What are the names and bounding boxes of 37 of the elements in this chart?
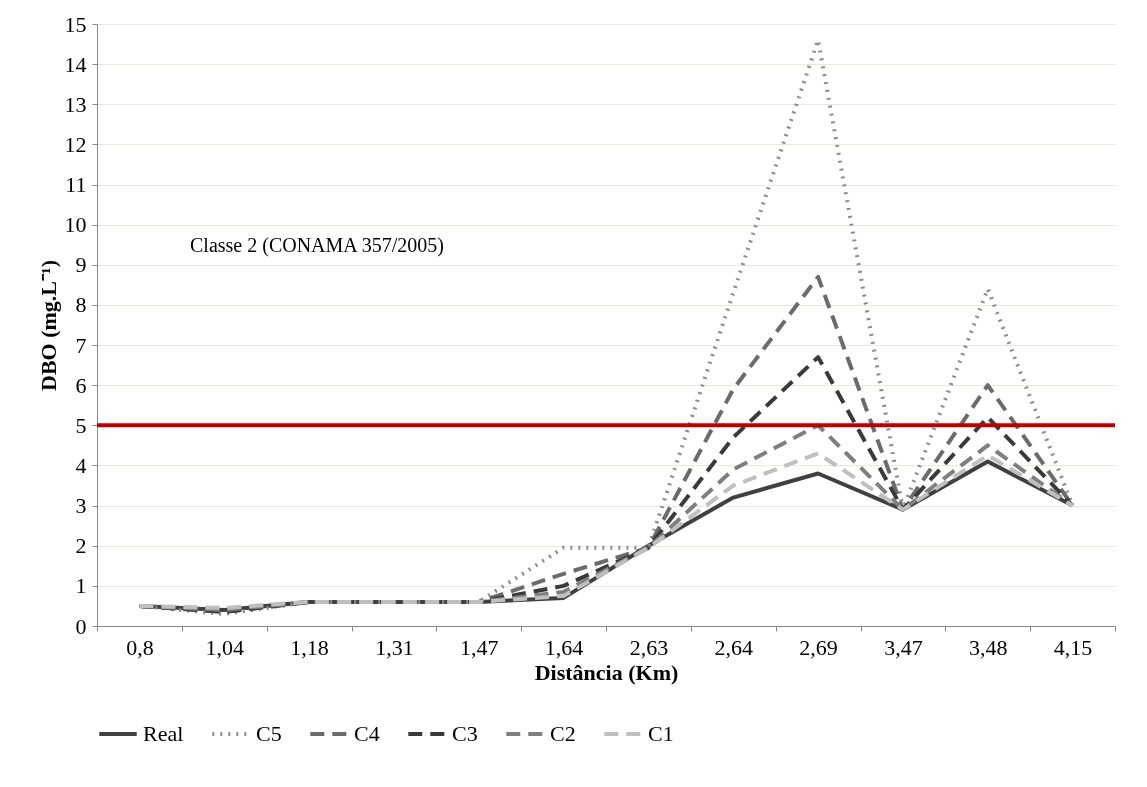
y-tick-label: 3: [75, 493, 87, 519]
x-tick-label: 0,8: [126, 634, 154, 660]
x-tick-label: 2,69: [799, 634, 838, 660]
y-tick-label: 5: [75, 412, 87, 438]
y-tick-label: 0: [75, 613, 87, 639]
y-tick-label: 6: [75, 372, 87, 398]
y-tick-label: 11: [65, 172, 87, 198]
legend-label: C4: [354, 721, 380, 746]
y-axis-title: DBO (mg.L⁻¹): [35, 260, 61, 391]
y-tick-label: 13: [64, 91, 87, 117]
y-tick-label: 2: [75, 533, 87, 559]
x-tick-label: 4,15: [1053, 634, 1093, 660]
x-tick-label: 2,64: [714, 634, 753, 660]
legend-label: Real: [143, 721, 184, 746]
x-axis-title: Distância (Km): [534, 659, 679, 685]
legend-label: C5: [256, 721, 282, 746]
x-tick-label: 1,04: [205, 634, 244, 660]
x-tick-label: 3,47: [884, 634, 923, 660]
x-tick-label: 1,64: [544, 634, 584, 660]
y-tick-label: 8: [75, 292, 87, 318]
x-tick-label: 1,31: [375, 634, 414, 660]
y-tick-label: 4: [75, 452, 87, 478]
y-tick-label: 15: [64, 11, 87, 37]
y-tick-label: 1: [75, 573, 87, 599]
legend-label: C1: [648, 721, 674, 746]
x-tick-label: 1,18: [290, 634, 329, 660]
x-tick-label: 3,48: [969, 634, 1008, 660]
y-tick-label: 10: [64, 212, 87, 238]
y-tick-label: 14: [64, 51, 87, 77]
y-tick-label: 12: [64, 131, 87, 157]
x-tick-label: 1,47: [460, 634, 499, 660]
y-tick-label: 7: [75, 332, 87, 358]
x-tick-label: 2,63: [629, 634, 669, 660]
legend-label: C3: [452, 721, 478, 746]
y-tick-label: 9: [75, 252, 87, 278]
legend-label: C2: [550, 721, 576, 746]
annotation: Classe 2 (CONAMA 357/2005): [190, 234, 444, 257]
